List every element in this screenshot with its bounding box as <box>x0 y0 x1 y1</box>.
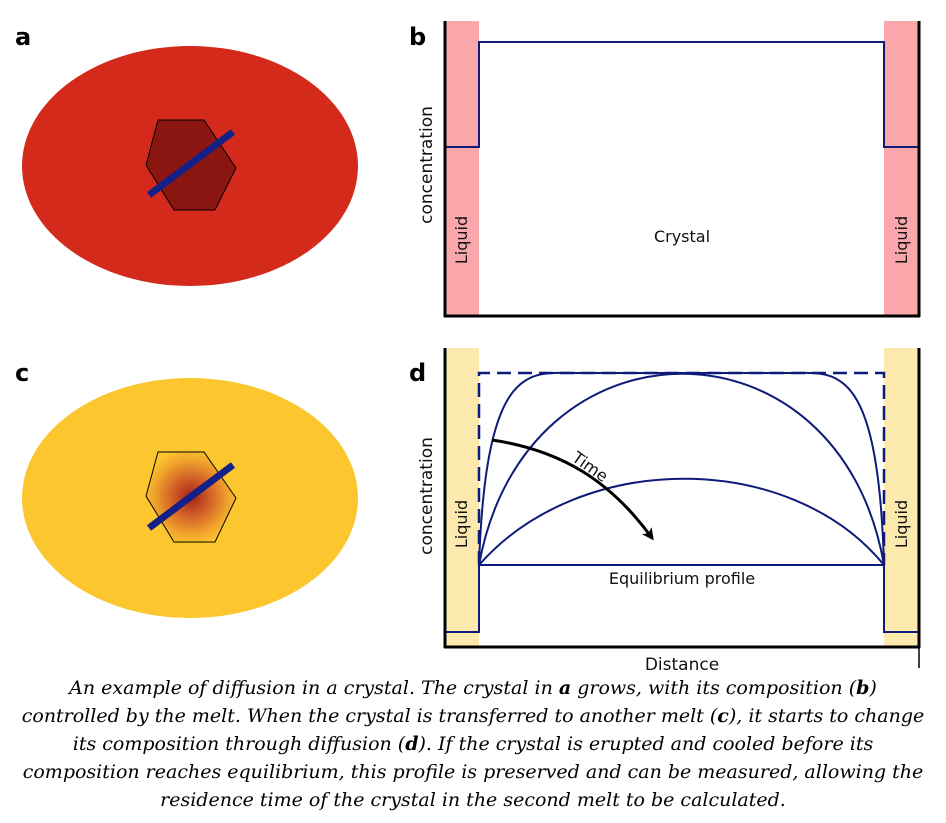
liquid-label-right-d: Liquid <box>892 500 911 548</box>
y-axis-label-b: concentration <box>417 106 437 224</box>
time-arrow <box>491 438 654 541</box>
diffusion-profile-late <box>478 477 885 566</box>
caption-ref-b: b <box>856 677 870 699</box>
caption-text-2: grows, with its composition ( <box>571 677 857 699</box>
liquid-level-right-d <box>883 565 918 633</box>
liquid-label-left-d: Liquid <box>452 500 471 548</box>
liquid-region-left-b <box>446 21 479 316</box>
caption-text-4: ), it starts to change its composition t… <box>72 705 925 755</box>
liquid-label-right-b: Liquid <box>892 216 911 264</box>
figure-caption: An example of diffusion in a crystal. Th… <box>20 674 926 814</box>
liquid-region-right-b <box>884 21 918 316</box>
y-axis-label-d: concentration <box>417 437 437 555</box>
panel-a: a <box>15 23 358 286</box>
panel-b: b concentration Liquid Liquid Crystal <box>409 21 921 318</box>
panel-letter-d: d <box>409 359 426 387</box>
panel-letter-c: c <box>15 359 29 387</box>
caption-ref-d: d <box>405 733 419 755</box>
concentration-profile-b <box>446 41 918 148</box>
liquid-level-left-d <box>446 565 480 633</box>
crystal-label-b: Crystal <box>654 227 710 246</box>
caption-text-1: An example of diffusion in a crystal. Th… <box>69 677 559 699</box>
diffusion-profile-middle <box>478 372 885 566</box>
liquid-region-right-d <box>884 348 918 647</box>
caption-ref-a: a <box>558 677 572 699</box>
caption-text-5: ). If the crystal is erupted and cooled … <box>22 733 924 811</box>
caption-ref-c: c <box>717 705 729 727</box>
panel-d: d Time concentration Distance Liquid Liq… <box>409 348 921 675</box>
diffusion-profile-early <box>478 371 885 566</box>
caption-text-3: ) controlled by the melt. When the cryst… <box>21 677 877 727</box>
panel-letter-b: b <box>409 23 426 51</box>
liquid-label-left-b: Liquid <box>452 216 471 264</box>
panel-c: c <box>15 359 358 618</box>
profile-line-c <box>146 462 236 531</box>
initial-profile-dashed <box>477 371 886 565</box>
liquid-region-left-d <box>446 348 479 647</box>
panel-letter-a: a <box>15 23 31 51</box>
time-label: Time <box>568 447 612 486</box>
x-axis-label-d: Distance <box>645 655 719 675</box>
equilibrium-profile-label: Equilibrium profile <box>609 569 755 588</box>
profile-line-a <box>146 129 236 198</box>
